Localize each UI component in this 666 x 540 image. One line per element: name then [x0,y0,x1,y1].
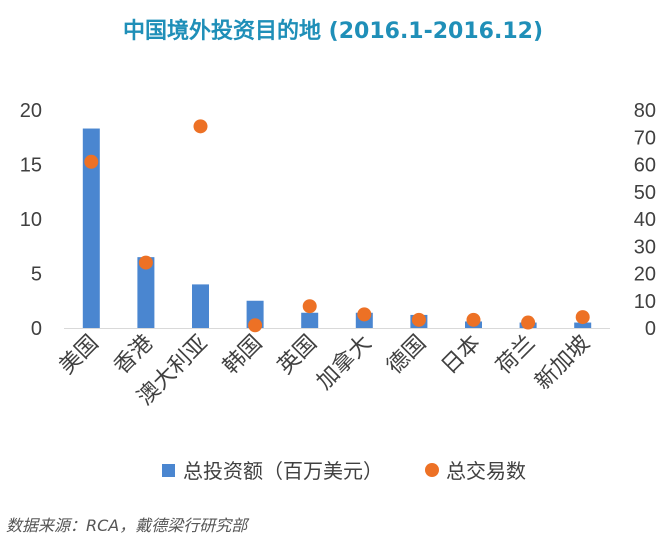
category-label: 新加坡 [531,331,595,395]
right-tick-label: 70 [634,127,656,149]
right-tick-label: 20 [634,264,656,286]
left-axis-ticks: 0 5 10 15 20 [20,100,42,340]
category-label: 美国 [55,331,104,380]
right-tick-label: 50 [634,182,656,204]
legend-bar-swatch [162,464,175,477]
bars [82,128,592,328]
legend-bar-label: 总投资额（百万美元） [183,459,383,483]
right-tick-label: 10 [634,291,656,313]
right-axis-ticks: 0 10 20 30 40 50 60 70 80 [634,100,656,340]
category-label: 日本 [437,331,486,380]
dot [84,154,99,169]
dot [193,119,208,134]
left-tick-label: 20 [20,100,42,122]
right-tick-label: 40 [634,209,656,231]
bar [574,322,592,328]
dot [357,307,372,322]
category-label: 韩国 [219,331,268,380]
left-tick-label: 15 [20,155,42,177]
dot [521,315,536,330]
source-note: 数据来源：RCA，戴德梁行研究部 [6,516,250,535]
category-label: 荷兰 [492,331,541,380]
bar [82,128,100,328]
category-label: 加拿大 [311,330,376,395]
dots [84,119,590,333]
left-tick-label: 5 [31,264,42,286]
dot [411,312,426,327]
dot [466,312,481,327]
dot [248,318,263,333]
category-label: 英国 [273,331,322,380]
left-tick-label: 0 [31,318,42,340]
legend-dot-swatch [425,463,439,477]
category-label: 香港 [109,331,158,380]
right-tick-label: 60 [634,155,656,177]
dot [575,310,590,325]
dot [302,299,317,314]
right-tick-label: 30 [634,236,656,258]
dot [138,255,153,270]
right-tick-label: 80 [634,100,656,122]
right-tick-label: 0 [645,318,656,340]
bar [301,312,319,328]
chart-title: 中国境外投资目的地 (2016.1-2016.12) [123,18,543,44]
category-label: 德国 [382,331,431,380]
bar [192,284,209,328]
legend: 总投资额（百万美元） 总交易数 [162,459,526,483]
bar [137,257,155,328]
legend-dot-label: 总交易数 [446,459,526,483]
left-tick-label: 10 [20,209,42,231]
